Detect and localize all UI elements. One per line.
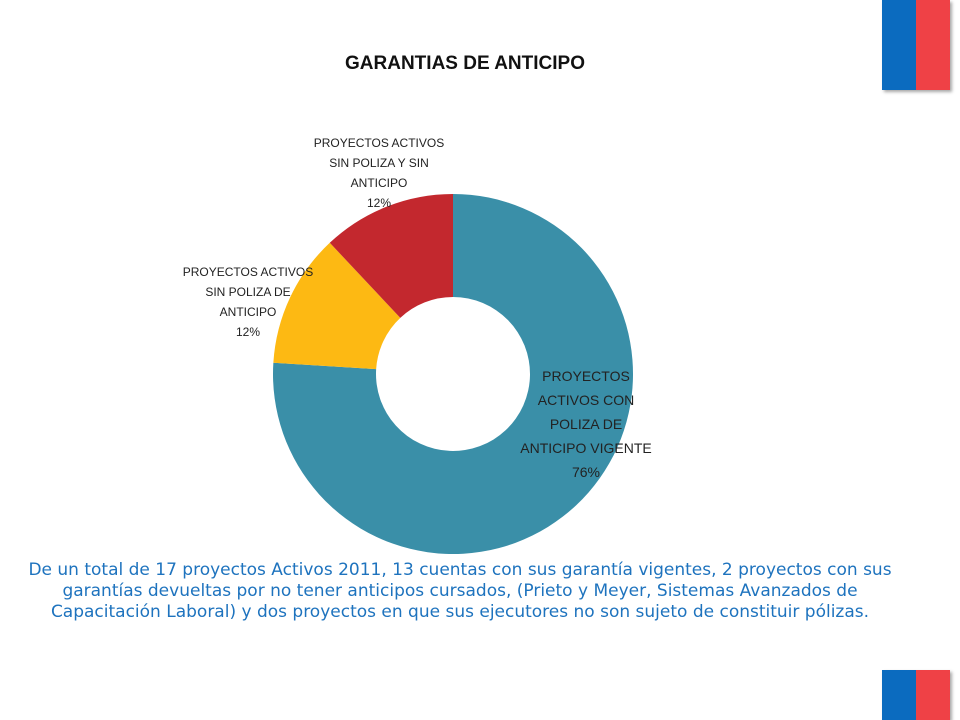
slice-label-line: PROYECTOS ACTIVOS (183, 265, 313, 279)
chart-title: GARANTIAS DE ANTICIPO (345, 53, 585, 74)
slice-sin-poliza-de-anticipo (273, 242, 401, 370)
chile-flag-stripe-bottom (882, 670, 950, 720)
slice-label: PROYECTOS ACTIVOS SIN POLIZA DE ANTICIPO 12… (183, 265, 313, 339)
slice-percent-label: 12% (236, 325, 260, 339)
slice-percent-label: 12% (367, 196, 391, 210)
donut-chart: GARANTIAS DE ANTICIPO PROYECTOS ACTIVOS C… (183, 53, 652, 554)
slice-labels: PROYECTOS ACTIVOS CON POLIZA DE ANTICIPO VI… (183, 136, 652, 480)
slice-con-poliza-vigente (273, 194, 634, 554)
slice-label-line: ACTIVOS CON (538, 392, 634, 408)
summary-caption: De un total de 17 proyectos Activos 2011… (28, 560, 892, 622)
slice-label-line: POLIZA DE (550, 416, 622, 432)
flag-blue-band (882, 670, 916, 720)
flag-blue-band (882, 0, 916, 90)
slice-label-line: ANTICIPO VIGENTE (520, 440, 651, 456)
slice-label-line: PROYECTOS ACTIVOS (314, 136, 444, 150)
slice-sin-poliza-y-sin-anticipo (329, 194, 453, 318)
slice-label-line: SIN POLIZA Y SIN (329, 156, 429, 170)
slice-label-line: ANTICIPO (351, 176, 408, 190)
slice-label: PROYECTOS ACTIVOS CON POLIZA DE ANTICIPO VI… (520, 368, 651, 480)
slice-label-line: SIN POLIZA DE (205, 285, 290, 299)
flag-red-band (916, 0, 950, 90)
flag-red-band (916, 670, 950, 720)
slice-label: PROYECTOS ACTIVOS SIN POLIZA Y SIN ANTICIP… (314, 136, 444, 210)
slice-label-line: PROYECTOS (542, 368, 630, 384)
slice-percent-label: 76% (572, 464, 600, 480)
donut-slices (273, 194, 634, 554)
chile-flag-stripe-top (882, 0, 950, 90)
slice-label-line: ANTICIPO (220, 305, 277, 319)
